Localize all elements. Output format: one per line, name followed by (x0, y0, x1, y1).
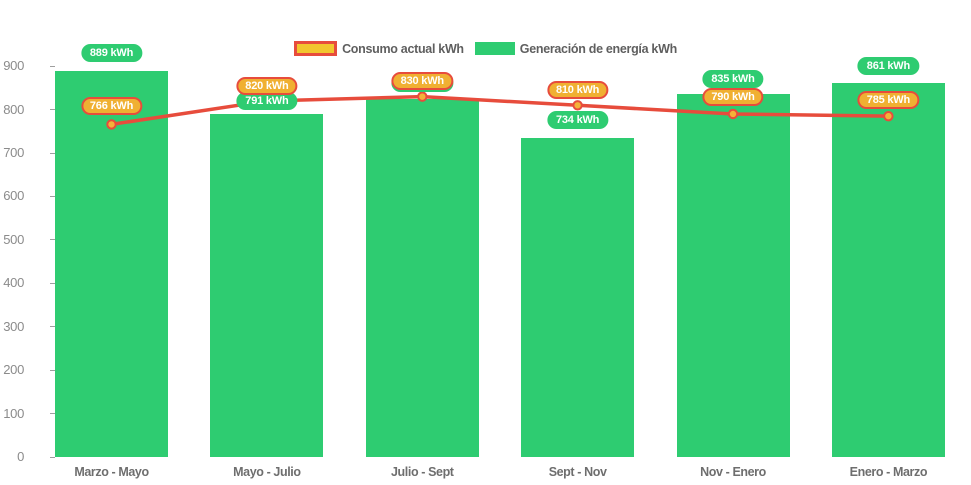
y-axis-tick (50, 282, 55, 284)
y-axis-label: 600 (3, 188, 24, 204)
legend-label-generacion: Generación de energía kWh (519, 41, 677, 56)
y-axis-label: 800 (3, 101, 24, 117)
y-axis-tick (50, 326, 55, 328)
generation-bar[interactable] (210, 113, 324, 457)
generation-value-label: 791 kWh (236, 91, 298, 110)
x-axis-category-label: Mayo - Julio (233, 465, 301, 479)
y-axis-tick (50, 369, 55, 371)
legend-label-consumo: Consumo actual kWh (342, 41, 464, 56)
consumption-value-label: 830 kWh (391, 71, 453, 90)
y-axis-tick (50, 239, 55, 241)
y-axis-tick (50, 456, 55, 458)
x-axis-category-label: Nov - Enero (700, 465, 766, 479)
x-axis-category-label: Enero - Marzo (849, 465, 928, 479)
generation-bar[interactable] (676, 94, 790, 457)
x-axis-category-label: Julio - Sept (391, 465, 454, 479)
generation-value-label: 835 kWh (702, 69, 764, 88)
x-axis-category-label: Marzo - Mayo (74, 465, 149, 479)
y-axis-label: 300 (3, 318, 24, 334)
consumption-value-label: 820 kWh (236, 76, 298, 95)
generation-bar[interactable] (55, 70, 168, 457)
consumption-value-label: 810 kWh (546, 81, 609, 99)
consumption-point[interactable] (572, 100, 583, 111)
consumption-value-label: 790 kWh (702, 88, 764, 106)
generation-bar[interactable] (521, 138, 635, 457)
y-axis-label: 100 (3, 405, 24, 421)
consumption-point[interactable] (727, 108, 739, 120)
generation-value-label: 734 kWh (546, 111, 609, 129)
legend-swatch-generacion-icon (474, 42, 515, 55)
generation-value-label: 889 kWh (80, 44, 143, 62)
y-axis-label: 700 (3, 145, 24, 161)
consumption-point[interactable] (106, 119, 117, 130)
legend-item-generacion[interactable]: Generación de energía kWh (474, 41, 677, 56)
y-axis-tick (50, 413, 55, 415)
y-axis-label: 500 (3, 231, 24, 247)
y-axis-label: 0 (17, 449, 24, 464)
y-axis-tick (50, 195, 55, 197)
legend-swatch-consumo-icon (294, 41, 338, 56)
y-axis-tick (50, 152, 55, 154)
y-axis-label: 400 (3, 275, 24, 291)
consumption-line (109, 94, 891, 127)
generation-bar[interactable] (831, 83, 945, 457)
y-axis-tick (50, 65, 55, 67)
y-axis-label: 900 (3, 58, 24, 74)
generation-bar[interactable] (365, 98, 479, 457)
consumption-point[interactable] (417, 91, 428, 102)
consumption-value-label: 766 kWh (80, 97, 143, 115)
x-axis-category-label: Sept - Nov (548, 465, 607, 479)
y-axis-tick (50, 109, 55, 111)
consumption-point[interactable] (883, 110, 894, 122)
legend-item-consumo[interactable]: Consumo actual kWh (294, 41, 464, 56)
legend: Consumo actual kWh Generación de energía… (0, 41, 971, 56)
y-axis-label: 200 (3, 362, 24, 378)
generation-value-label: 861 kWh (857, 56, 920, 75)
consumption-value-label: 785 kWh (857, 91, 920, 109)
